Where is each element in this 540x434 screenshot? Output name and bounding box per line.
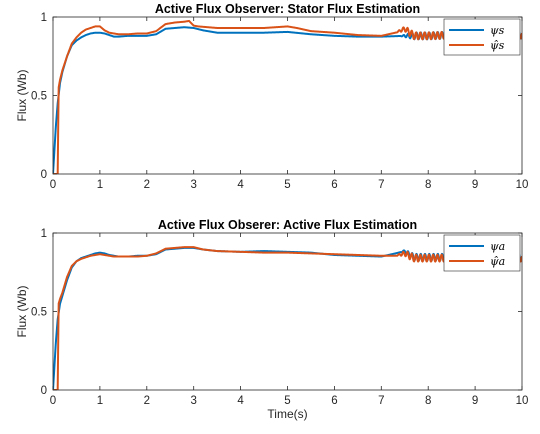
y-tick-label: 0.5 bbox=[31, 91, 47, 103]
x-tick-label: 5 bbox=[284, 395, 290, 407]
x-tick-label: 6 bbox=[331, 395, 337, 407]
x-tick-label: 3 bbox=[190, 179, 196, 191]
y-tick-label: 0 bbox=[41, 169, 47, 181]
chart-title: Active Flux Observer: Stator Flux Estima… bbox=[155, 2, 420, 16]
stator-flux-chart: Active Flux Observer: Stator Flux Estima… bbox=[15, 2, 528, 191]
legend: ψa ψ̂a bbox=[443, 234, 521, 272]
y-axis-label: Flux (Wb) bbox=[15, 286, 29, 338]
legend-label: ψs bbox=[490, 24, 505, 37]
x-tick-label: 8 bbox=[425, 395, 431, 407]
x-tick-label: 1 bbox=[97, 395, 103, 407]
x-tick-label: 5 bbox=[284, 179, 290, 191]
y-tick-label: 1 bbox=[41, 12, 47, 24]
y-tick-label: 0 bbox=[41, 385, 47, 397]
legend-box bbox=[443, 18, 521, 56]
x-tick-label: 2 bbox=[144, 395, 150, 407]
x-tick-label: 1 bbox=[97, 179, 103, 191]
x-tick-label: 10 bbox=[516, 395, 529, 407]
x-tick-label: 10 bbox=[516, 179, 529, 191]
x-tick-label: 4 bbox=[237, 179, 244, 191]
x-tick-label: 7 bbox=[378, 395, 384, 407]
legend: ψs ψ̂s bbox=[443, 18, 521, 56]
x-tick-label: 4 bbox=[237, 395, 244, 407]
chart-title: Active Flux Obserer: Active Flux Estimat… bbox=[158, 218, 417, 232]
x-tick-label: 9 bbox=[472, 179, 478, 191]
legend-label: ψ̂a bbox=[490, 255, 505, 268]
legend-label: ψ̂s bbox=[490, 39, 505, 52]
x-tick-label: 0 bbox=[50, 395, 56, 407]
x-axis-label: Time(s) bbox=[267, 407, 307, 421]
legend-label: ψa bbox=[490, 240, 505, 253]
x-tick-label: 6 bbox=[331, 179, 337, 191]
x-tick-label: 9 bbox=[472, 395, 478, 407]
x-tick-label: 7 bbox=[378, 179, 384, 191]
y-tick-label: 0.5 bbox=[31, 307, 47, 319]
y-tick-label: 1 bbox=[41, 228, 47, 240]
x-tick-label: 2 bbox=[144, 179, 150, 191]
y-axis-label: Flux (Wb) bbox=[15, 70, 29, 122]
x-tick-label: 0 bbox=[50, 179, 56, 191]
x-tick-label: 8 bbox=[425, 179, 431, 191]
active-flux-chart: Active Flux Obserer: Active Flux Estimat… bbox=[15, 218, 528, 421]
x-tick-label: 3 bbox=[190, 395, 196, 407]
legend-box bbox=[443, 234, 521, 272]
